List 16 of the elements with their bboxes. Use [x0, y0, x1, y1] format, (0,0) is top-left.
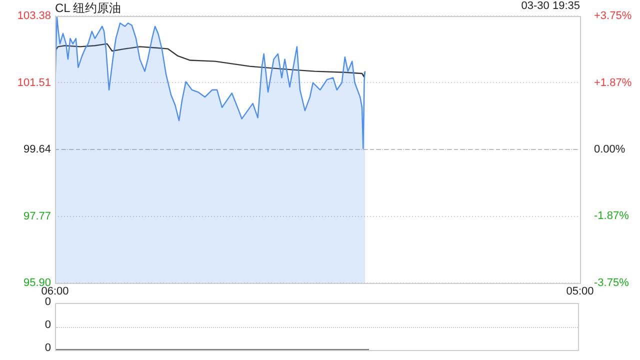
y-tick-label: 97.77 [23, 210, 51, 222]
y2-tick-label: +3.75% [594, 10, 632, 22]
x-tick-label: 06:00 [41, 286, 69, 298]
text: 0 [44, 296, 51, 309]
chart-title: CL 纽约原油 [55, 0, 122, 17]
text: 03-30 19:35 [521, 0, 580, 12]
y-tick-label: 103.38 [17, 10, 51, 22]
y2-tick-label: -1.87% [594, 210, 630, 222]
y2-tick-label: -3.75% [594, 277, 630, 290]
text: 0 [44, 319, 51, 332]
y-tick-label: 101.51 [17, 76, 51, 89]
y2-tick-label: 0.00% [594, 144, 626, 156]
x-tick-label: 05:00 [566, 286, 594, 298]
y2-tick-label: +1.87% [594, 76, 632, 89]
text: 0 [44, 342, 51, 355]
y-tick-label: 99.64 [23, 144, 51, 156]
